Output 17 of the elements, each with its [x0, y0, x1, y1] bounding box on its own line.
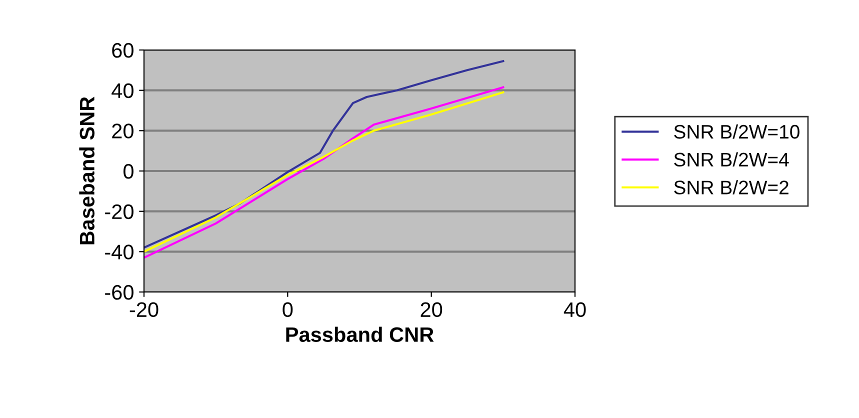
x-tick-label: 20 — [420, 302, 442, 318]
x-tick-label: 40 — [564, 302, 586, 318]
y-tick-label: -20 — [105, 204, 134, 220]
y-tick-label: 0 — [124, 164, 134, 179]
y-axis-title: Baseband SNR — [79, 96, 94, 244]
y-tick-label: 40 — [112, 83, 134, 98]
line-series — [144, 60, 504, 249]
legend-label: SNR B/2W=4 — [674, 152, 789, 167]
legend-label: SNR B/2W=10 — [674, 124, 800, 139]
x-tick-label: -20 — [130, 302, 158, 318]
legend-label: SNR B/2W=2 — [674, 180, 788, 194]
y-tick-label: 60 — [112, 43, 134, 58]
x-axis-title: Passband CNR — [286, 326, 434, 342]
y-tick-label: 20 — [112, 124, 134, 138]
y-tick-label: -60 — [105, 285, 134, 300]
y-tick-label: -40 — [105, 244, 134, 260]
x-tick-label: 0 — [282, 302, 293, 318]
